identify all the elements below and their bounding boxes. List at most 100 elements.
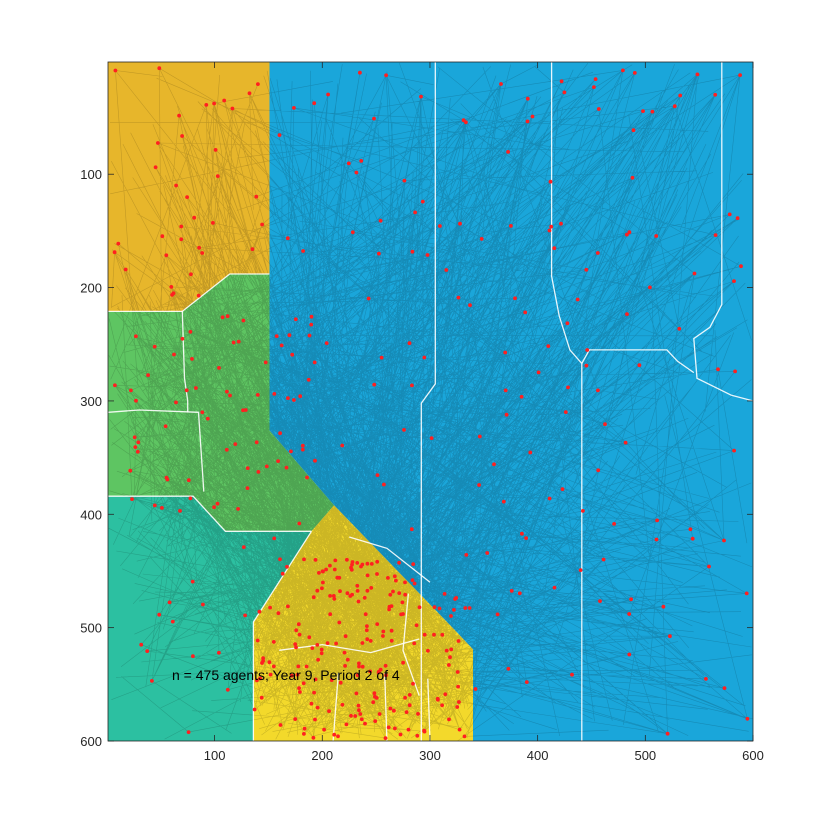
agent-point	[495, 612, 500, 617]
agent-point	[236, 507, 241, 511]
agent-point	[321, 580, 325, 585]
agent-point	[295, 672, 300, 677]
agent-point	[625, 312, 629, 316]
agent-point	[473, 687, 478, 691]
region-boundary	[420, 62, 436, 741]
agent-point	[245, 486, 250, 490]
agent-point	[236, 339, 241, 344]
agent-point	[365, 588, 370, 593]
region-boundary	[427, 678, 431, 741]
agent-point	[315, 588, 320, 593]
region-boundary	[693, 62, 732, 396]
agent-point	[595, 251, 600, 255]
agent-point	[278, 431, 282, 436]
agent-point	[254, 440, 259, 445]
agent-point	[368, 639, 373, 643]
agent-point	[415, 733, 420, 738]
agent-point	[392, 708, 396, 713]
agent-point	[241, 318, 246, 323]
agent-point	[179, 224, 184, 229]
agent-point	[332, 732, 337, 737]
agent-point	[517, 591, 522, 596]
agent-point	[349, 713, 353, 718]
agent-point	[563, 410, 568, 414]
agent-point	[298, 690, 302, 694]
agent-point	[230, 106, 235, 111]
agent-point	[278, 557, 282, 562]
agent-point	[368, 669, 372, 674]
agent-point	[274, 334, 279, 338]
agent-point	[406, 727, 411, 732]
agent-point	[386, 725, 391, 730]
agent-point	[420, 199, 425, 204]
agent-point	[296, 622, 301, 627]
agent-point	[435, 696, 440, 701]
agent-point	[328, 612, 333, 617]
agent-point	[524, 680, 529, 684]
agent-point	[177, 113, 182, 118]
trails-layer	[108, 62, 753, 741]
agent-point	[692, 271, 697, 276]
agent-point	[188, 496, 193, 501]
agent-point	[289, 673, 294, 678]
agent-point	[337, 620, 342, 625]
agent-point	[374, 696, 379, 700]
agent-point	[375, 572, 379, 576]
agent-point	[716, 367, 720, 372]
agent-point	[562, 90, 567, 95]
agent-point	[245, 466, 250, 470]
agent-point	[180, 134, 185, 138]
agent-point	[456, 639, 461, 643]
agent-point	[372, 382, 377, 387]
agent-point	[233, 442, 238, 446]
agent-point	[286, 604, 290, 609]
agent-point	[252, 707, 257, 712]
agent-point	[250, 247, 255, 252]
agent-point	[360, 664, 365, 669]
agent-point	[403, 592, 408, 597]
agent-point	[243, 408, 248, 412]
agent-point	[596, 107, 601, 111]
agent-point	[255, 393, 260, 397]
agent-point	[391, 589, 395, 594]
agent-point	[411, 681, 415, 686]
agent-point	[412, 641, 417, 646]
agent-point	[136, 440, 141, 445]
agent-point	[311, 595, 316, 600]
region-boundary	[581, 349, 695, 374]
agent-point	[293, 317, 298, 322]
agent-point	[293, 717, 298, 721]
agent-point	[426, 648, 430, 653]
agent-point	[285, 564, 289, 569]
agent-point	[546, 344, 551, 348]
agent-point	[548, 179, 553, 184]
agent-point	[455, 705, 460, 709]
agent-point	[665, 731, 670, 736]
region-boundary	[108, 409, 205, 492]
agent-point	[331, 594, 336, 598]
agent-point	[444, 268, 449, 272]
agent-point	[444, 648, 449, 653]
agent-point	[156, 141, 160, 145]
agent-point	[501, 499, 506, 504]
agent-point	[565, 321, 570, 326]
agent-point	[504, 412, 509, 417]
agent-point	[375, 559, 380, 564]
agent-point	[722, 538, 726, 543]
agent-point	[547, 496, 552, 501]
agent-point	[570, 672, 574, 677]
agent-point	[375, 622, 380, 626]
agent-point	[332, 567, 337, 572]
agent-point	[397, 560, 401, 565]
agent-point	[324, 567, 328, 572]
agent-point	[302, 726, 307, 731]
plot-area	[108, 62, 753, 741]
agent-point	[160, 234, 165, 239]
agent-point	[578, 568, 583, 572]
agent-point	[401, 612, 405, 616]
agent-point	[355, 673, 360, 678]
agent-point	[309, 314, 314, 319]
agent-point	[403, 695, 407, 700]
x-tick-label: 200	[311, 748, 333, 763]
agent-point	[412, 581, 417, 586]
